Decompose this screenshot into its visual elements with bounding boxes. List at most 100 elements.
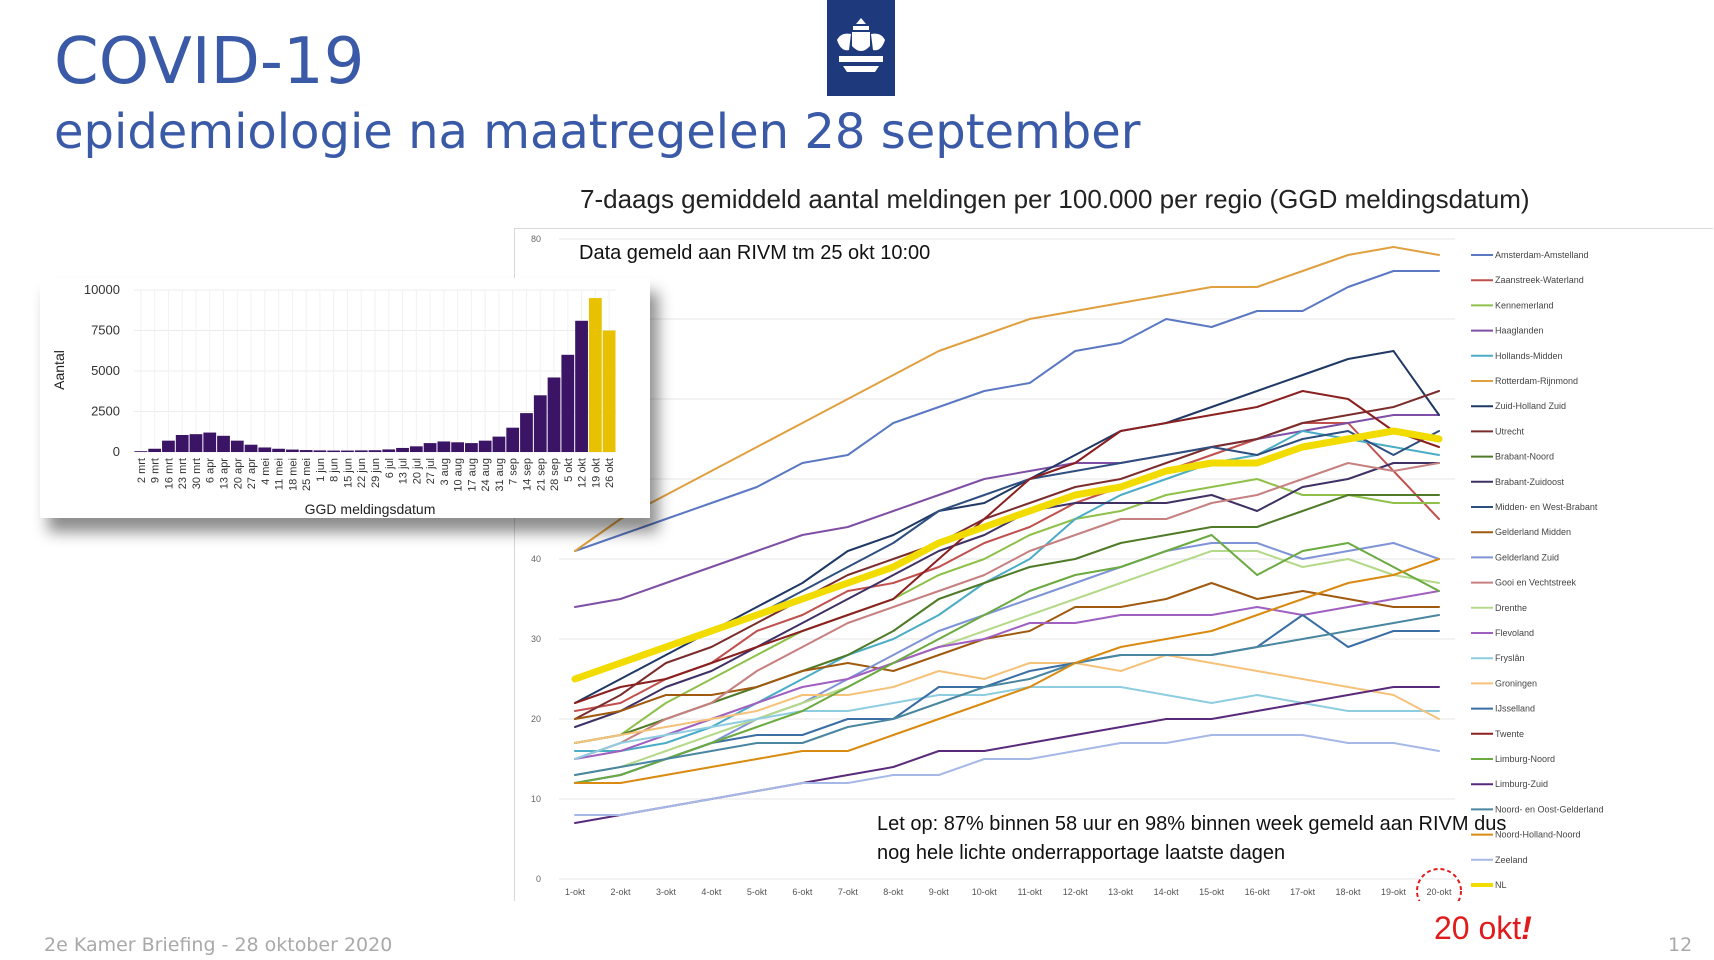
inset-bar: [299, 450, 313, 452]
page-subtitle: epidemiologie na maatregelen 28 septembe…: [54, 104, 1141, 160]
x-tick-label: 20-okt: [1426, 887, 1452, 897]
government-logo: [827, 0, 895, 96]
inset-bar: [244, 444, 258, 452]
annotation-note-line1: Let op: 87% binnen 58 uur en 98% binnen …: [877, 813, 1506, 835]
series-line: [571, 427, 1443, 683]
inset-x-tick-label: 13 apr: [219, 458, 231, 490]
y-tick-label: 20: [531, 714, 541, 724]
inset-bar: [272, 448, 285, 452]
inset-x-tick-label: 20 jul: [411, 458, 423, 484]
inset-bar: [561, 354, 575, 452]
legend-entry: Noord- en Oost-Gelderland: [1495, 804, 1604, 814]
y-tick-label: 30: [531, 634, 541, 644]
x-tick-label: 4-okt: [701, 887, 722, 897]
inset-x-tick-label: 28 sep: [549, 458, 561, 491]
inset-bar: [175, 434, 189, 452]
inset-bar: [437, 441, 451, 452]
inset-x-tick-label: 27 apr: [246, 458, 258, 490]
inset-bar: [203, 432, 217, 452]
series-line: [574, 614, 1440, 776]
national-inset-chart: 10000 7500 5000 2500 0 2 mrt 9 mrt 16 mrt 23 mrt…: [40, 278, 650, 518]
x-tick-label: 12-okt: [1063, 887, 1089, 897]
inset-bar: [382, 449, 396, 452]
x-tick-label: 16-okt: [1245, 887, 1271, 897]
coat-of-arms-icon: [837, 18, 885, 72]
inset-x-tick-label: 20 apr: [232, 458, 244, 490]
inset-bar: [258, 447, 272, 452]
inset-y-tick-label: 2500: [91, 404, 120, 419]
inset-x-tick-label: 14 sep: [521, 458, 533, 491]
x-tick-label: 6-okt: [792, 887, 813, 897]
series-line: [574, 422, 1440, 712]
inset-x-tick-label: 22 jun: [356, 458, 368, 488]
x-tick-label: 9-okt: [929, 887, 950, 897]
series-line: [574, 590, 1440, 760]
inset-bar: [327, 450, 341, 452]
inset-bar: [285, 449, 299, 452]
inset-x-tick-label: 30 mrt: [191, 458, 203, 489]
legend-entry: Midden- en West-Brabant: [1495, 502, 1598, 512]
legend-entry: Kennemerland: [1495, 300, 1554, 310]
inset-x-tick-label: 1 jun: [315, 458, 327, 482]
x-tick-label: 19-okt: [1381, 887, 1407, 897]
legend-entry: Groningen: [1495, 678, 1537, 688]
legend-entry: Rotterdam-Rijnmond: [1495, 376, 1578, 386]
legend-entry: Utrecht: [1495, 426, 1525, 436]
inset-bar: [313, 450, 327, 452]
inset-x-tick-label: 6 jul: [384, 458, 396, 478]
legend-entry: Brabant-Noord: [1495, 452, 1554, 462]
inset-x-tick-label: 10 aug: [453, 458, 465, 492]
x-tick-label: 14-okt: [1154, 887, 1180, 897]
inset-bar: [478, 440, 492, 452]
series-line: [574, 614, 1440, 784]
x-tick-label: 8-okt: [883, 887, 904, 897]
x-tick-label: 17-okt: [1290, 887, 1316, 897]
annotation-data-cutoff: Data gemeld aan RIVM tm 25 okt 10:00: [579, 242, 930, 264]
inset-bar: [588, 298, 602, 452]
inset-bar: [189, 434, 203, 452]
legend-entry: Zuid-Holland Zuid: [1495, 401, 1566, 411]
legend-entry: Amsterdam-Amstelland: [1495, 250, 1589, 260]
x-tick-label: 18-okt: [1336, 887, 1362, 897]
inset-x-tick-label: 9 mrt: [150, 458, 162, 483]
series-line: [574, 390, 1440, 720]
series-line: [574, 414, 1440, 608]
series-line: [574, 734, 1440, 816]
inset-bar: [230, 440, 244, 452]
inset-x-tick-label: 27 jul: [425, 458, 437, 484]
page-number: 12: [1668, 934, 1693, 956]
inset-x-tick-label: 24 aug: [480, 458, 492, 492]
footer-text: 2e Kamer Briefing - 28 oktober 2020: [44, 934, 393, 956]
inset-bar: [368, 450, 382, 452]
inset-x-tick-label: 16 mrt: [163, 458, 175, 489]
y-tick-label: 0: [536, 874, 541, 884]
inset-y-axis-label: Aantal: [51, 350, 67, 390]
inset-x-tick-label: 13 jul: [398, 458, 410, 484]
y-tick-label: 40: [531, 554, 541, 564]
series-line: [574, 270, 1440, 552]
legend-entry: Gelderland Midden: [1495, 527, 1571, 537]
legend-entry: Limburg-Noord: [1495, 754, 1555, 764]
regional-chart-frame: 010203040506070801-okt2-okt3-okt4-okt5-o…: [514, 228, 1713, 914]
series-line: [574, 542, 1440, 784]
series-line: [574, 494, 1440, 744]
inset-y-tick-label: 7500: [91, 323, 120, 338]
series-line: [574, 686, 1440, 760]
legend-entry: IJsselland: [1495, 704, 1535, 714]
inset-bar: [134, 451, 148, 452]
inset-x-tick-label: 26 okt: [604, 458, 616, 488]
inset-bar: [533, 395, 547, 452]
x-tick-label: 10-okt: [972, 887, 998, 897]
legend-entry: Zaanstreek-Waterland: [1495, 275, 1584, 285]
inset-y-tick-label: 5000: [91, 363, 120, 378]
inset-x-tick-label: 11 mei: [274, 458, 286, 490]
legend-entry: Fryslân: [1495, 653, 1525, 663]
series-line: [574, 462, 1440, 760]
series-line: [574, 534, 1440, 784]
inset-y-tick-label: 10000: [84, 282, 120, 297]
inset-bar: [492, 436, 506, 452]
national-bar-chart: 10000 7500 5000 2500 0 2 mrt 9 mrt 16 mrt 23 mrt…: [51, 282, 616, 517]
legend-entry: Limburg-Zuid: [1495, 779, 1548, 789]
legend-entry: NL: [1495, 880, 1507, 890]
legend-entry: Zeeland: [1495, 855, 1528, 865]
